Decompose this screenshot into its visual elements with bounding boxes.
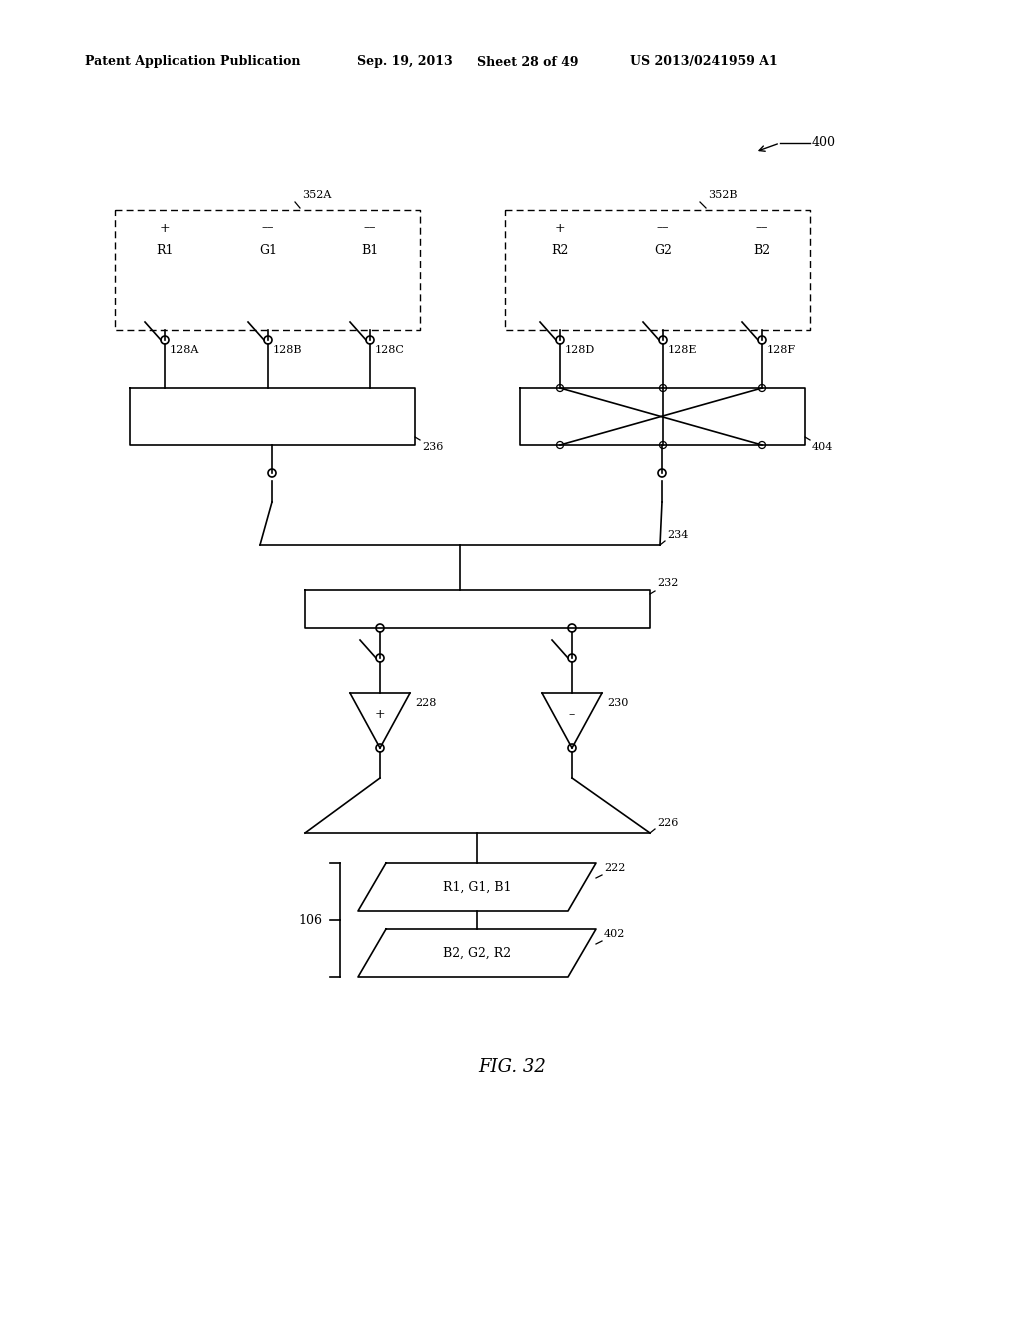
- Text: +: +: [160, 222, 170, 235]
- Text: 232: 232: [657, 578, 678, 587]
- Text: +: +: [375, 708, 385, 721]
- Text: –: –: [569, 708, 575, 721]
- Text: 128A: 128A: [170, 345, 200, 355]
- Text: 106: 106: [298, 913, 322, 927]
- Text: B2, G2, R2: B2, G2, R2: [443, 946, 511, 960]
- Text: ––: ––: [262, 222, 274, 235]
- Text: 128C: 128C: [375, 345, 404, 355]
- Text: 236: 236: [422, 442, 443, 451]
- Text: ––: ––: [656, 222, 670, 235]
- Text: R2: R2: [551, 243, 568, 256]
- Text: 128B: 128B: [273, 345, 302, 355]
- Text: 404: 404: [812, 442, 834, 451]
- Text: Patent Application Publication: Patent Application Publication: [85, 55, 300, 69]
- Text: Sheet 28 of 49: Sheet 28 of 49: [477, 55, 579, 69]
- Text: 234: 234: [667, 531, 688, 540]
- Text: 228: 228: [415, 698, 436, 708]
- Text: 128F: 128F: [767, 345, 796, 355]
- Text: 352B: 352B: [708, 190, 737, 201]
- Text: ––: ––: [364, 222, 376, 235]
- Text: R1: R1: [157, 243, 174, 256]
- Text: FIG. 32: FIG. 32: [478, 1059, 546, 1076]
- Text: 226: 226: [657, 818, 678, 828]
- Text: 128E: 128E: [668, 345, 697, 355]
- Text: +: +: [555, 222, 565, 235]
- Text: G2: G2: [654, 243, 672, 256]
- Text: 402: 402: [604, 929, 626, 939]
- Text: R1, G1, B1: R1, G1, B1: [442, 880, 511, 894]
- Text: ––: ––: [756, 222, 768, 235]
- Text: B2: B2: [754, 243, 771, 256]
- Text: 352A: 352A: [302, 190, 332, 201]
- Text: US 2013/0241959 A1: US 2013/0241959 A1: [630, 55, 778, 69]
- Text: 230: 230: [607, 698, 629, 708]
- Text: B1: B1: [361, 243, 379, 256]
- Text: Sep. 19, 2013: Sep. 19, 2013: [357, 55, 453, 69]
- Text: 128D: 128D: [565, 345, 595, 355]
- Text: 222: 222: [604, 863, 626, 873]
- Text: G1: G1: [259, 243, 278, 256]
- Text: 400: 400: [812, 136, 836, 149]
